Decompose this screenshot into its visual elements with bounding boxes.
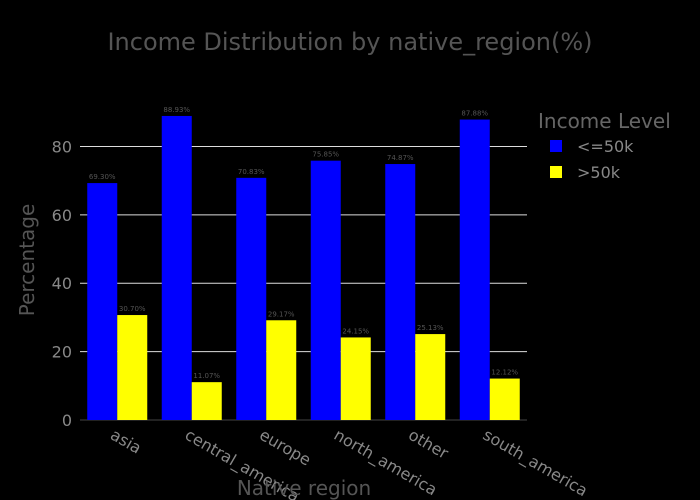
legend-swatch — [550, 140, 562, 152]
bar — [87, 183, 118, 420]
y-tick-label: 20 — [52, 343, 72, 362]
bar — [415, 334, 446, 420]
legend-label: >50k — [577, 163, 621, 182]
gridlines — [80, 145, 527, 421]
bar — [117, 315, 148, 420]
data-label: 74.87% — [387, 154, 414, 162]
bar — [266, 320, 297, 420]
y-axis-ticks: 0 20 40 60 80 — [52, 137, 72, 430]
data-label: 12.12% — [491, 369, 518, 377]
bar — [385, 164, 416, 420]
y-tick-label: 80 — [52, 137, 72, 156]
y-tick-label: 40 — [52, 274, 72, 293]
x-axis-title: Native region — [237, 476, 371, 500]
bar — [191, 382, 222, 420]
legend-title: Income Level — [538, 109, 671, 133]
y-tick-label: 0 — [62, 411, 72, 430]
x-tick-label: other — [405, 425, 452, 463]
data-label: 30.70% — [119, 305, 146, 313]
x-tick-label: south_america — [479, 425, 591, 500]
bar — [489, 378, 520, 420]
bar — [340, 337, 371, 420]
legend: Income Level <=50k >50k — [538, 109, 671, 182]
bars: 69.30% 30.70% 88.93% 11.07% 70.83% 29.17% 75.8… — [87, 106, 520, 421]
data-label: 11.07% — [193, 372, 220, 380]
chart-title: Income Distribution by native_region(%) — [107, 28, 592, 56]
data-label: 88.93% — [163, 106, 190, 114]
data-label: 75.85% — [312, 151, 339, 159]
data-label: 29.17% — [268, 310, 295, 318]
data-label: 25.13% — [417, 324, 444, 332]
y-tick-label: 60 — [52, 206, 72, 225]
data-label: 87.88% — [461, 110, 488, 118]
data-label: 69.30% — [89, 173, 116, 181]
data-label: 70.83% — [238, 168, 265, 176]
legend-label: <=50k — [577, 137, 634, 156]
data-label: 24.15% — [342, 327, 369, 335]
bar — [310, 160, 341, 420]
legend-swatch — [550, 166, 562, 178]
bar — [236, 177, 267, 420]
x-tick-label: europe — [256, 425, 314, 469]
x-tick-label: asia — [107, 425, 145, 458]
bar — [161, 115, 192, 420]
bar — [459, 119, 490, 421]
y-axis-title: Percentage — [15, 204, 39, 317]
